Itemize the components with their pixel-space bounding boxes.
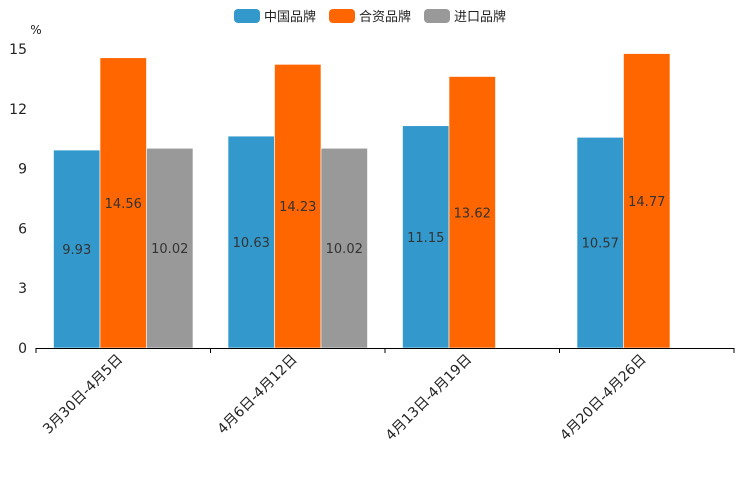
- bar[interactable]: [146, 147, 194, 349]
- x-category-label: 4月6日-4月12日: [215, 352, 301, 438]
- legend-label: 中国品牌: [264, 9, 316, 25]
- legend-item[interactable]: 中国品牌: [234, 9, 316, 25]
- bar[interactable]: [53, 149, 101, 349]
- y-tick-label: 3: [18, 281, 27, 297]
- bar-value-label: 10.02: [326, 242, 363, 257]
- y-tick-label: 12: [9, 102, 27, 118]
- legend-item[interactable]: 进口品牌: [424, 9, 506, 25]
- legend-swatch: [424, 9, 450, 23]
- bar-value-label: 10.63: [233, 236, 270, 251]
- x-category-label: 3月30日-4月5日: [40, 352, 126, 438]
- y-tick-label: 15: [9, 42, 27, 58]
- bar[interactable]: [227, 135, 275, 349]
- y-tick-label: 6: [18, 221, 27, 237]
- bar-value-label: 9.93: [62, 243, 91, 258]
- bar[interactable]: [448, 76, 496, 349]
- legend: 中国品牌 合资品牌 进口品牌: [234, 9, 506, 25]
- y-tick-label: 0: [18, 341, 27, 357]
- y-tick-label: 9: [18, 162, 27, 178]
- x-category-label: 4月20日-4月26日: [557, 352, 649, 444]
- x-axis: 3月30日-4月5日 4月6日-4月12日 4月13日-4月19日 4月20日-4月2…: [35, 348, 735, 444]
- y-axis-unit-label: %: [30, 23, 41, 37]
- bar-value-label: 10.57: [582, 237, 619, 252]
- bar[interactable]: [623, 53, 671, 349]
- legend-swatch: [234, 9, 260, 23]
- y-axis: 0 3 6 9 12 15: [9, 42, 27, 357]
- legend-swatch: [329, 9, 355, 23]
- bar[interactable]: [99, 57, 147, 349]
- bar[interactable]: [274, 64, 322, 349]
- bar-value-label: 10.02: [151, 242, 188, 257]
- bar-value-label: 14.23: [279, 200, 316, 215]
- bar-value-label: 14.56: [105, 197, 142, 212]
- bar-value-label: 14.77: [628, 195, 665, 210]
- bar-value-label: 11.15: [407, 231, 444, 246]
- legend-label: 进口品牌: [454, 9, 506, 25]
- bar[interactable]: [320, 147, 368, 349]
- bars: 9.93 14.56 10.02 10.63 14.23 10.02 11.15 13.62 1…: [53, 53, 671, 349]
- bar-value-label: 13.62: [454, 206, 491, 221]
- x-category-label: 4月13日-4月19日: [383, 352, 475, 444]
- legend-item[interactable]: 合资品牌: [329, 9, 411, 25]
- legend-label: 合资品牌: [359, 9, 411, 25]
